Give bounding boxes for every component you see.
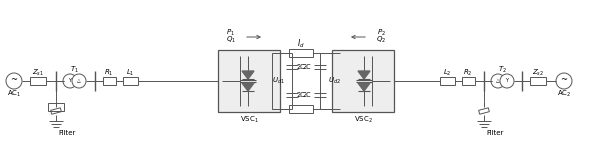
Circle shape	[63, 74, 77, 88]
Bar	[48, 103, 64, 111]
Text: $Z_{s2}$: $Z_{s2}$	[532, 68, 544, 78]
Circle shape	[72, 74, 86, 88]
Text: $R_2$: $R_2$	[463, 68, 472, 78]
Bar	[440, 77, 455, 85]
Bar	[30, 77, 46, 85]
Text: △: △	[77, 79, 81, 83]
Text: 2C: 2C	[297, 64, 305, 70]
Text: $U_{d2}$: $U_{d2}$	[327, 76, 340, 86]
Text: 2C: 2C	[297, 92, 305, 98]
Text: $I_d$: $I_d$	[297, 38, 305, 50]
Text: 2C: 2C	[302, 92, 311, 98]
Text: Filter: Filter	[58, 130, 75, 136]
Text: VSC$_2$: VSC$_2$	[354, 115, 373, 125]
Text: VSC$_1$: VSC$_1$	[239, 115, 258, 125]
Text: Y: Y	[69, 79, 72, 83]
Text: $U_{d1}$: $U_{d1}$	[272, 76, 285, 86]
Text: $Q_2$: $Q_2$	[376, 35, 386, 45]
Bar	[51, 108, 61, 114]
Text: Filter: Filter	[486, 130, 504, 136]
Text: AC$_1$: AC$_1$	[7, 89, 21, 99]
Text: $P_1$: $P_1$	[226, 28, 235, 38]
Text: $P_2$: $P_2$	[377, 28, 386, 38]
Bar	[289, 49, 313, 57]
Text: ~: ~	[561, 75, 567, 84]
Bar	[123, 77, 138, 85]
Text: $L_1$: $L_1$	[125, 68, 134, 78]
Polygon shape	[242, 83, 254, 91]
Text: $T_1$: $T_1$	[70, 65, 78, 75]
Bar	[218, 50, 280, 112]
Text: $Q_1$: $Q_1$	[226, 35, 236, 45]
Bar	[332, 50, 394, 112]
Text: ~: ~	[10, 75, 18, 84]
Text: $R_1$: $R_1$	[104, 68, 114, 78]
Text: $L_2$: $L_2$	[442, 68, 451, 78]
Bar	[530, 77, 546, 85]
Circle shape	[500, 74, 514, 88]
Bar	[289, 105, 313, 113]
Text: △: △	[496, 79, 500, 83]
Polygon shape	[358, 71, 370, 79]
Text: Y: Y	[506, 79, 509, 83]
Polygon shape	[358, 83, 370, 91]
Text: $Z_{s1}$: $Z_{s1}$	[32, 68, 44, 78]
Bar	[462, 77, 475, 85]
Bar	[103, 77, 116, 85]
Polygon shape	[242, 71, 254, 79]
Circle shape	[491, 74, 505, 88]
Text: 2C: 2C	[302, 64, 311, 70]
Bar	[479, 108, 490, 114]
Text: AC$_2$: AC$_2$	[557, 89, 571, 99]
Text: $T_2$: $T_2$	[498, 65, 507, 75]
